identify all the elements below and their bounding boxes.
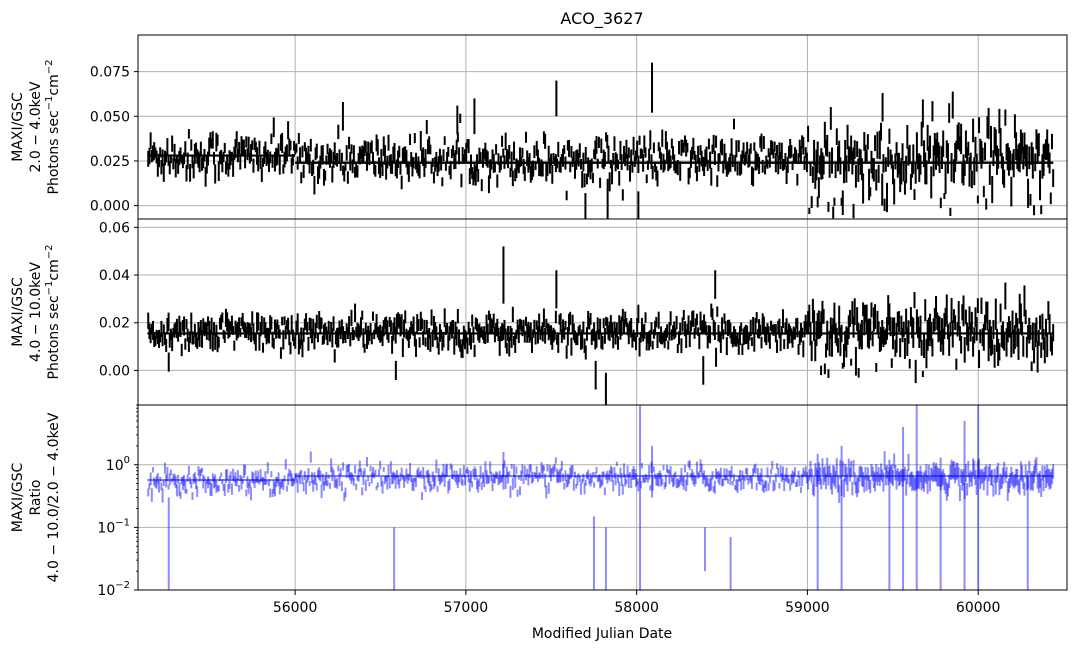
panel-hard-band: 0.00 0.02 0.04 0.06 MAXI/GSC 4.0 − 10.0keV Pho… xyxy=(10,218,1068,406)
y-tick-exponent: −2 xyxy=(115,580,130,591)
y-tick-label: 0.00 xyxy=(99,363,130,379)
y-label-text: cm xyxy=(46,74,62,95)
y-axis-label-line: Ratio xyxy=(28,480,44,516)
y-tick-exponent: 0 xyxy=(124,455,130,466)
y-tick-label: 0.075 xyxy=(90,65,130,81)
y-tick-label: 0.04 xyxy=(99,268,130,284)
y-axis-label-line: MAXI/GSC xyxy=(10,462,26,532)
y-tick-label: 100 xyxy=(106,455,130,474)
y-tick-label: 10−2 xyxy=(97,580,130,599)
y-axis-label-line: MAXI/GSC xyxy=(10,92,26,162)
x-axis-label: Modified Julian Date xyxy=(532,626,672,642)
x-tick-label: 57000 xyxy=(444,600,489,616)
y-axis-label-line: 4.0 − 10.0/2.0 − 4.0keV xyxy=(46,412,62,582)
panel-soft-band: 0.000 0.025 0.050 0.075 MAXI/GSC 2.0 − 4.0keV… xyxy=(10,34,1068,220)
y-tick-exponent: −1 xyxy=(115,517,130,528)
x-tick-label: 59000 xyxy=(785,600,830,616)
data-points xyxy=(147,246,1055,405)
y-label-text: cm xyxy=(46,259,62,280)
x-tick-label: 56000 xyxy=(273,600,318,616)
data-points xyxy=(147,405,1055,590)
y-label-sup: −1 xyxy=(44,96,55,111)
axes-frame xyxy=(137,218,1068,406)
y-axis-label-line: MAXI/GSC xyxy=(10,277,26,347)
y-tick-label: 0.06 xyxy=(99,220,130,236)
y-axis-label-line: Photons sec−1cm−2 xyxy=(44,59,62,194)
chart-title: ACO_3627 xyxy=(560,9,643,29)
y-axis-label-line: Photons sec−1cm−2 xyxy=(44,244,62,379)
data-points xyxy=(147,62,1055,219)
x-tick-label: 60000 xyxy=(956,600,1001,616)
y-label-sup: −2 xyxy=(44,244,55,259)
y-axis-label-line: 4.0 − 10.0keV xyxy=(28,262,44,362)
y-axis-label-line: 2.0 − 4.0keV xyxy=(28,81,44,172)
x-axis-ticks: 56000 57000 58000 59000 60000 xyxy=(273,590,1001,616)
panel-hardness-ratio: 10−2 10−1 100 MAXI/GSC Ratio 4.0 − 10.0/2.0 −… xyxy=(10,404,1068,599)
axes-frame xyxy=(137,404,1068,591)
x-tick-label: 58000 xyxy=(614,600,659,616)
y-label-sup: −2 xyxy=(44,59,55,74)
y-tick-label: 10−1 xyxy=(97,517,130,536)
y-tick-label: 0.025 xyxy=(90,154,130,170)
y-tick-label: 0.050 xyxy=(90,109,130,125)
y-tick-label: 0.000 xyxy=(90,199,130,215)
y-tick-label: 0.02 xyxy=(99,316,130,332)
y-label-sup: −1 xyxy=(44,281,55,296)
